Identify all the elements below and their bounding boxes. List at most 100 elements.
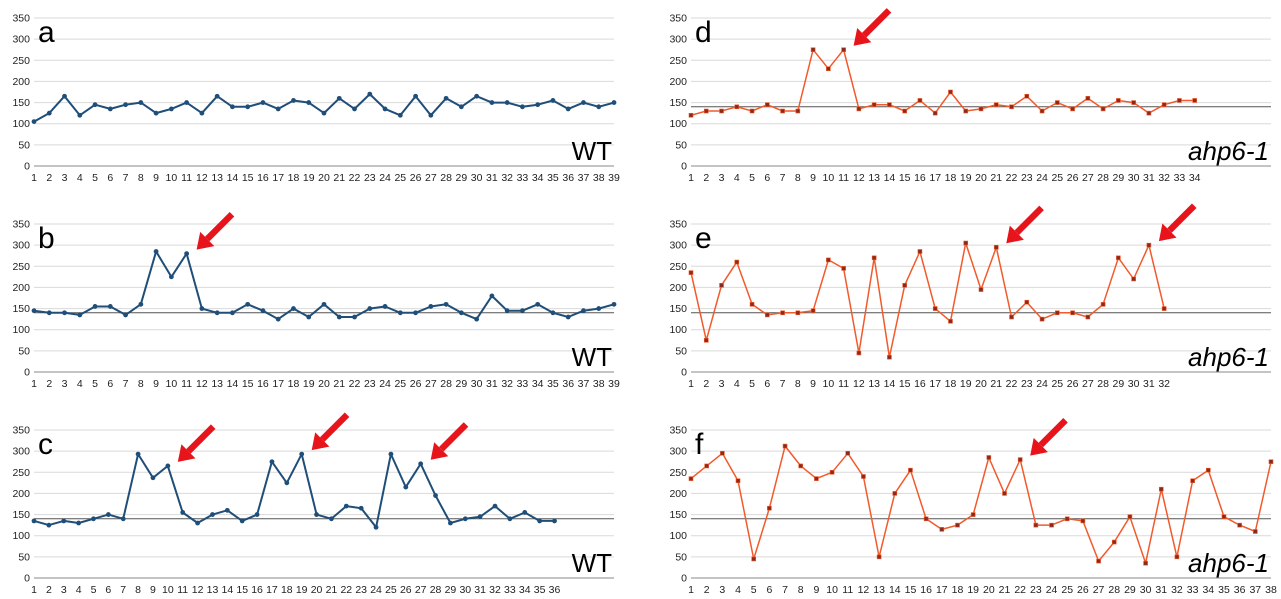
- x-tick-label: 3: [62, 172, 68, 184]
- data-point: [596, 306, 602, 311]
- x-tick-label: 28: [440, 172, 452, 184]
- data-point: [388, 451, 394, 457]
- data-point: [428, 304, 434, 309]
- x-tick-label: 32: [501, 172, 513, 184]
- data-point: [1127, 514, 1133, 519]
- arrow-head: [177, 444, 196, 462]
- x-tick-label: 10: [823, 172, 835, 184]
- data-point: [1002, 491, 1007, 496]
- x-tick-label: 10: [826, 584, 838, 596]
- data-point: [948, 318, 953, 324]
- data-point: [314, 512, 319, 517]
- data-point: [1070, 106, 1075, 112]
- data-point: [284, 480, 290, 486]
- data-point: [963, 240, 969, 246]
- x-tick-label: 11: [181, 378, 192, 390]
- y-tick-label: 100: [12, 118, 30, 130]
- y-tick-label: 100: [12, 324, 30, 336]
- x-tick-label: 23: [364, 378, 376, 390]
- y-tick-label: 0: [24, 573, 30, 585]
- x-tick-label: 18: [945, 172, 957, 184]
- data-point: [123, 312, 128, 318]
- x-tick-label: 35: [547, 172, 559, 184]
- arrow-head: [1030, 437, 1048, 456]
- genotype-label: WT: [572, 548, 613, 578]
- x-tick-label: 36: [562, 172, 574, 184]
- data-point: [1146, 242, 1152, 248]
- x-tick-label: 27: [1093, 584, 1105, 596]
- x-tick-label: 34: [532, 172, 544, 184]
- data-point: [1100, 106, 1106, 112]
- x-tick-label: 18: [952, 584, 964, 596]
- x-tick-label: 18: [281, 584, 293, 596]
- data-point: [477, 514, 483, 520]
- x-tick-label: 7: [782, 584, 788, 596]
- x-tick-label: 21: [990, 172, 1002, 184]
- y-tick-label: 150: [12, 509, 30, 521]
- data-point: [1070, 310, 1075, 316]
- data-point: [871, 102, 877, 107]
- data-point: [1221, 514, 1227, 519]
- x-tick-label: 3: [719, 378, 725, 390]
- data-point: [1253, 529, 1258, 534]
- x-tick-label: 14: [889, 584, 901, 596]
- x-tick-label: 28: [1097, 172, 1109, 184]
- data-point: [336, 95, 342, 101]
- data-point: [489, 100, 495, 105]
- y-tick-label: 50: [18, 345, 30, 357]
- data-point: [782, 443, 788, 449]
- x-tick-label: 31: [1143, 378, 1155, 390]
- y-tick-label: 250: [669, 261, 687, 273]
- data-point: [550, 98, 556, 103]
- y-tick-label: 0: [24, 367, 30, 379]
- x-tick-label: 38: [593, 172, 605, 184]
- data-point: [428, 112, 434, 118]
- data-point: [397, 112, 403, 118]
- data-point: [810, 308, 816, 313]
- data-point: [734, 259, 740, 265]
- x-tick-label: 22: [349, 378, 361, 390]
- data-point: [1131, 100, 1136, 105]
- data-point: [1085, 96, 1091, 101]
- data-point: [321, 301, 327, 307]
- x-tick-label: 17: [929, 172, 941, 184]
- x-tick-label: 18: [288, 378, 300, 390]
- x-tick-label: 24: [1036, 378, 1048, 390]
- data-point: [1237, 522, 1242, 528]
- x-tick-label: 14: [227, 172, 239, 184]
- x-tick-label: 20: [318, 172, 330, 184]
- arrow-shaft: [204, 211, 235, 242]
- data-point: [535, 301, 541, 307]
- x-tick-label: 23: [1021, 378, 1033, 390]
- x-tick-label: 12: [196, 378, 208, 390]
- x-tick-label: 37: [578, 172, 590, 184]
- y-tick-label: 250: [12, 467, 30, 479]
- data-point: [46, 110, 52, 116]
- data-point: [153, 249, 159, 254]
- data-point: [443, 301, 449, 307]
- data-point: [260, 100, 266, 105]
- data-point: [458, 310, 464, 316]
- data-point: [1055, 100, 1060, 105]
- x-tick-label: 29: [456, 172, 468, 184]
- x-tick-label: 5: [751, 584, 757, 596]
- data-point: [180, 510, 186, 515]
- data-point: [418, 461, 424, 467]
- arrow-annotation: [1158, 203, 1197, 242]
- data-point: [596, 104, 602, 110]
- data-point: [31, 518, 37, 524]
- x-tick-label: 13: [868, 378, 880, 390]
- arrow-head: [196, 231, 215, 250]
- data-point: [373, 524, 379, 530]
- data-point: [719, 108, 724, 114]
- y-tick-label: 300: [669, 34, 687, 46]
- data-point: [1111, 539, 1117, 545]
- y-tick-label: 200: [669, 488, 687, 500]
- data-point: [1033, 522, 1039, 528]
- data-point: [955, 522, 960, 528]
- x-tick-label: 5: [92, 172, 98, 184]
- x-tick-label: 9: [810, 378, 816, 390]
- x-tick-label: 5: [92, 378, 98, 390]
- x-tick-label: 20: [975, 172, 987, 184]
